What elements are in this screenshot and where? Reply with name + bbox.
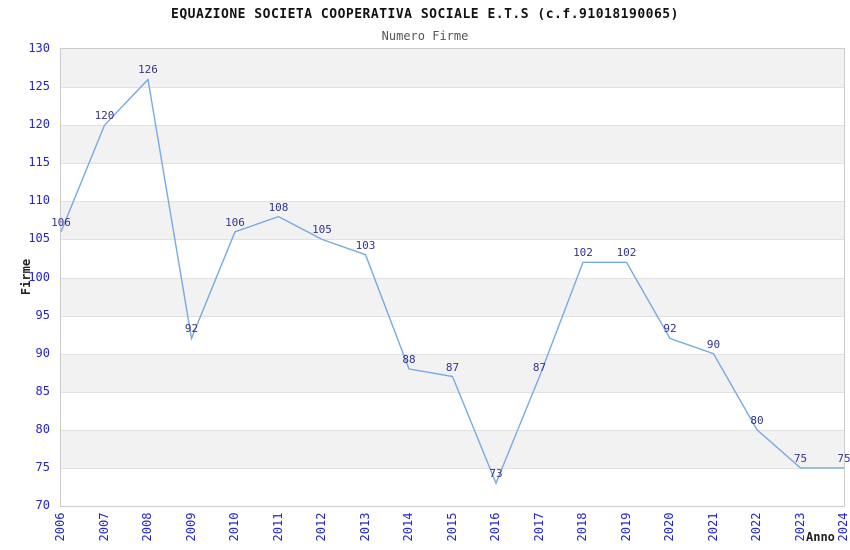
data-point-label: 88 bbox=[402, 352, 416, 366]
plot-band bbox=[61, 391, 844, 430]
x-tick-label: 2014 bbox=[401, 512, 415, 542]
gridline bbox=[61, 277, 844, 279]
gridline bbox=[61, 353, 844, 355]
data-point-label: 87 bbox=[445, 360, 460, 374]
plot-band bbox=[61, 429, 844, 468]
x-tick-label: 2016 bbox=[488, 512, 502, 542]
data-point-label: 73 bbox=[489, 467, 503, 481]
gridline bbox=[61, 467, 844, 469]
gridline bbox=[61, 125, 844, 127]
gridline bbox=[61, 315, 844, 317]
y-tick-label: 95 bbox=[35, 307, 50, 322]
y-tick-label: 70 bbox=[35, 498, 50, 512]
x-tick-label: 2018 bbox=[575, 512, 589, 542]
data-point-label: 105 bbox=[312, 223, 332, 237]
data-point-label: 120 bbox=[94, 109, 115, 123]
data-point-label: 75 bbox=[837, 451, 850, 465]
data-point-label: 106 bbox=[225, 215, 245, 229]
y-tick-label: 80 bbox=[35, 421, 50, 436]
x-tick-label: 2022 bbox=[749, 512, 763, 542]
x-tick-label: 2008 bbox=[140, 512, 154, 542]
x-tick-label: 2023 bbox=[792, 512, 807, 542]
y-tick-label: 130 bbox=[28, 41, 50, 55]
plot-band bbox=[61, 163, 844, 202]
x-tick-label: 2017 bbox=[531, 512, 546, 542]
plot-band bbox=[61, 49, 844, 88]
data-point-label: 80 bbox=[750, 413, 764, 427]
plot-band bbox=[61, 87, 844, 126]
gridline bbox=[61, 239, 844, 241]
gridline bbox=[61, 87, 844, 89]
y-tick-label: 125 bbox=[28, 79, 50, 94]
data-point-label: 106 bbox=[51, 215, 71, 229]
y-tick-label: 120 bbox=[28, 117, 50, 132]
chart-title: EQUAZIONE SOCIETA COOPERATIVA SOCIALE E.… bbox=[171, 7, 679, 22]
data-point-label: 87 bbox=[532, 360, 547, 374]
plot-area: 106 120 126 92 106 108 105 103 88 87 73 87 102 102 92 9… bbox=[51, 48, 850, 507]
gridline bbox=[61, 201, 844, 203]
plot-band bbox=[61, 239, 844, 278]
y-tick-label: 75 bbox=[35, 459, 50, 474]
y-tick-label: 110 bbox=[28, 193, 50, 208]
y-tick-label: 100 bbox=[28, 269, 50, 284]
x-tick-label: 2015 bbox=[444, 512, 459, 542]
plot-band bbox=[61, 277, 844, 316]
firme-line bbox=[60, 78, 844, 485]
x-tick-label: 2012 bbox=[314, 512, 328, 542]
x-tick-label: 2021 bbox=[705, 512, 720, 542]
x-tick-label: 2024 bbox=[836, 512, 850, 542]
x-tick-label: 2019 bbox=[618, 512, 633, 542]
data-point-label: 103 bbox=[355, 238, 376, 252]
data-point-label: 126 bbox=[138, 63, 158, 77]
data-point-label: 92 bbox=[663, 322, 677, 336]
data-point-label: 102 bbox=[616, 246, 637, 260]
x-tick-label: 2011 bbox=[270, 512, 285, 542]
gridline bbox=[61, 429, 844, 431]
x-tick-label: 2020 bbox=[662, 512, 676, 542]
data-point-label: 75 bbox=[793, 451, 808, 465]
plot-band bbox=[61, 467, 844, 506]
chart-subtitle: Numero Firme bbox=[381, 29, 469, 43]
x-tick-label: 2006 bbox=[53, 512, 67, 542]
y-tick-label: 85 bbox=[35, 383, 50, 398]
x-tick-label: 2010 bbox=[227, 512, 241, 542]
y-tick-label: 115 bbox=[28, 155, 50, 170]
data-point-label: 108 bbox=[268, 200, 289, 214]
x-tick-label: 2007 bbox=[96, 512, 111, 542]
gridline bbox=[61, 391, 844, 393]
x-tick-label: 2013 bbox=[357, 512, 372, 542]
x-axis-title: Anno bbox=[806, 530, 835, 544]
x-tick-label: 2009 bbox=[183, 512, 198, 542]
line-series-svg bbox=[60, 78, 844, 485]
y-tick-label: 105 bbox=[28, 231, 50, 246]
plot-band bbox=[61, 201, 844, 240]
plot-band bbox=[61, 125, 844, 164]
data-point-label: 92 bbox=[184, 322, 199, 336]
data-point-label: 102 bbox=[573, 246, 593, 260]
plot-band bbox=[61, 353, 844, 392]
data-point-label: 90 bbox=[706, 337, 721, 351]
y-tick-label: 90 bbox=[35, 345, 50, 360]
gridline bbox=[61, 163, 844, 165]
